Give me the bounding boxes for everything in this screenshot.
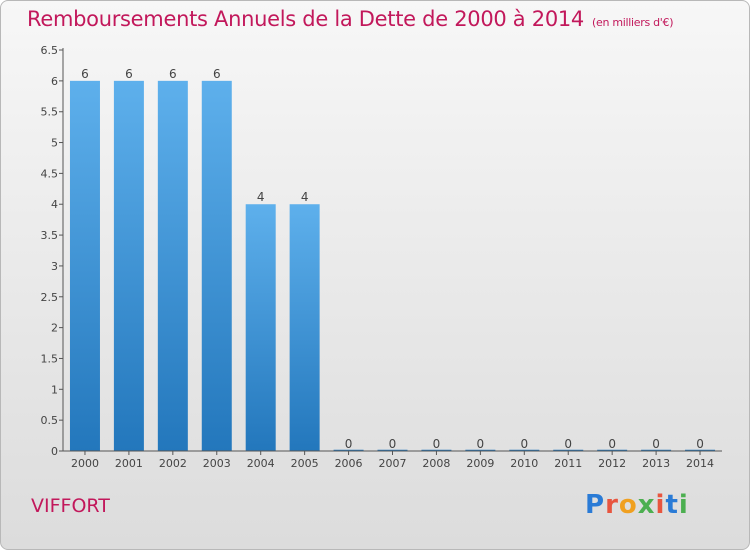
bar <box>245 204 276 451</box>
data-label: 6 <box>125 67 133 81</box>
x-tick-label: 2005 <box>291 457 319 470</box>
y-tick-label: 3.5 <box>41 229 59 242</box>
bars-layer <box>69 80 716 452</box>
y-tick-label: 6.5 <box>41 44 59 57</box>
bar <box>157 80 188 451</box>
logo-letter: t <box>665 490 679 520</box>
data-label: 0 <box>345 437 353 451</box>
logo-letter: i <box>678 490 689 520</box>
bar <box>289 204 320 451</box>
y-tick-label: 4 <box>51 198 58 211</box>
data-label: 0 <box>696 437 704 451</box>
y-tick-label: 5.5 <box>41 106 59 119</box>
chart-subtitle: (en milliers d'€) <box>592 16 674 29</box>
x-tick-label: 2006 <box>335 457 363 470</box>
data-label: 6 <box>81 67 89 81</box>
data-label: 0 <box>608 437 616 451</box>
y-tick-label: 0.5 <box>41 414 59 427</box>
chart-title-text: Remboursements Annuels de la Dette de 20… <box>27 7 584 31</box>
data-label: 0 <box>433 437 441 451</box>
x-tick-label: 2004 <box>247 457 275 470</box>
y-tick-label: 2.5 <box>41 291 59 304</box>
logo-letter: r <box>605 490 619 520</box>
y-tick-label: 0 <box>51 445 58 458</box>
x-tick-label: 2009 <box>466 457 494 470</box>
y-tick-label: 4.5 <box>41 167 59 180</box>
data-label: 4 <box>257 190 265 204</box>
logo-letter: i <box>655 490 666 520</box>
x-tick-label: 2008 <box>422 457 450 470</box>
proxiti-logo: Proxiti <box>585 490 689 520</box>
bar <box>113 80 144 451</box>
chart-title: Remboursements Annuels de la Dette de 20… <box>27 7 673 31</box>
data-label: 6 <box>213 67 221 81</box>
logo-letter: x <box>637 490 656 520</box>
x-tick-label: 2012 <box>598 457 626 470</box>
x-tick-label: 2002 <box>159 457 187 470</box>
y-tick-label: 1 <box>51 383 58 396</box>
y-tick-label: 5 <box>51 137 58 150</box>
axis-layer: 0 0.5 1 1.5 2 2.5 3 3.5 4 4.5 5 5.5 6 6.5 2000 6 2001 6 20… <box>41 44 722 470</box>
x-tick-label: 2003 <box>203 457 231 470</box>
x-tick-label: 2000 <box>71 457 99 470</box>
data-label: 0 <box>520 437 528 451</box>
place-name: VIFFORT <box>31 495 110 517</box>
x-tick-label: 2011 <box>554 457 582 470</box>
x-tick-label: 2010 <box>510 457 538 470</box>
logo-letter: o <box>618 490 638 520</box>
x-tick-label: 2013 <box>642 457 670 470</box>
bar <box>201 80 232 451</box>
data-label: 4 <box>301 190 309 204</box>
data-label: 0 <box>477 437 485 451</box>
data-label: 0 <box>389 437 397 451</box>
y-tick-label: 2 <box>51 322 58 335</box>
data-label: 0 <box>564 437 572 451</box>
logo-letter: P <box>585 490 606 520</box>
data-label: 6 <box>169 67 177 81</box>
data-label: 0 <box>652 437 660 451</box>
x-tick-label: 2007 <box>379 457 407 470</box>
bar <box>69 80 100 451</box>
x-tick-label: 2014 <box>686 457 714 470</box>
y-tick-label: 1.5 <box>41 352 59 365</box>
y-tick-label: 3 <box>51 260 58 273</box>
x-tick-label: 2001 <box>115 457 143 470</box>
y-tick-label: 6 <box>51 75 58 88</box>
